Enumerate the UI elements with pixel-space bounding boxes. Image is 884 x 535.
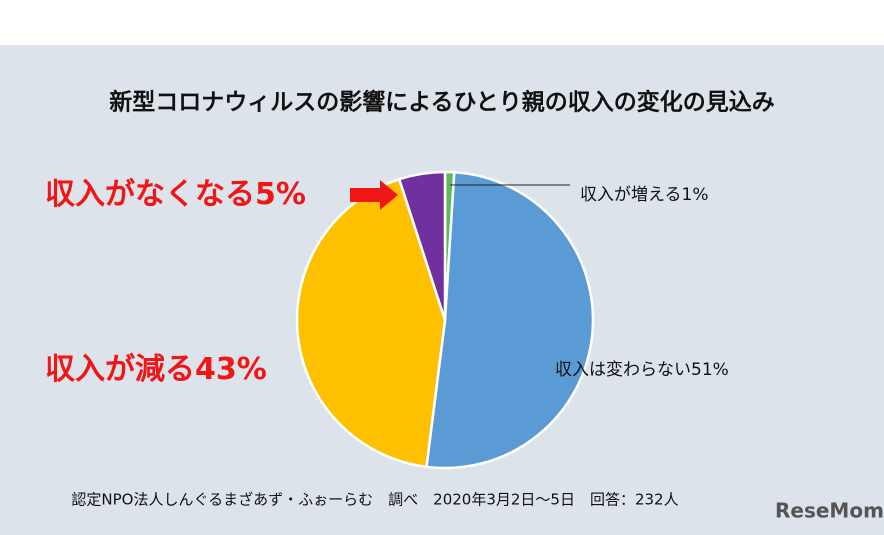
value-label: 1% — [682, 185, 709, 205]
source: 認定NPO法人しんぐるまざあず・ふぉーらむ 調べ 2020年3月2日～5日 回答… — [71, 491, 678, 509]
value-label: 43% — [195, 352, 267, 387]
data-label: 収入が増える1% — [580, 185, 708, 205]
chart-title: 新型コロナウィルスの影響によるひとり親の収入の変化の見込み — [109, 89, 775, 116]
data-label: 収入がなくなる5% — [45, 177, 306, 212]
category-label: 収入がなくなる — [45, 177, 255, 212]
logo: ReseMom — [775, 499, 884, 523]
value-label: 5% — [255, 177, 306, 212]
value-label: 51% — [691, 360, 729, 380]
arrow — [350, 180, 398, 210]
pie — [295, 170, 595, 470]
data-label: 収入が減る43% — [45, 352, 267, 387]
pie-slice — [397, 170, 447, 321]
category-label: 収入が減る — [45, 352, 195, 387]
top-band — [0, 0, 884, 45]
category-label: 収入が増える — [580, 185, 682, 205]
pie-slice — [425, 170, 595, 470]
pie-slice — [295, 177, 447, 469]
category-label: 収入は変わらない — [555, 360, 691, 380]
data-label: 収入は変わらない51% — [555, 360, 729, 380]
